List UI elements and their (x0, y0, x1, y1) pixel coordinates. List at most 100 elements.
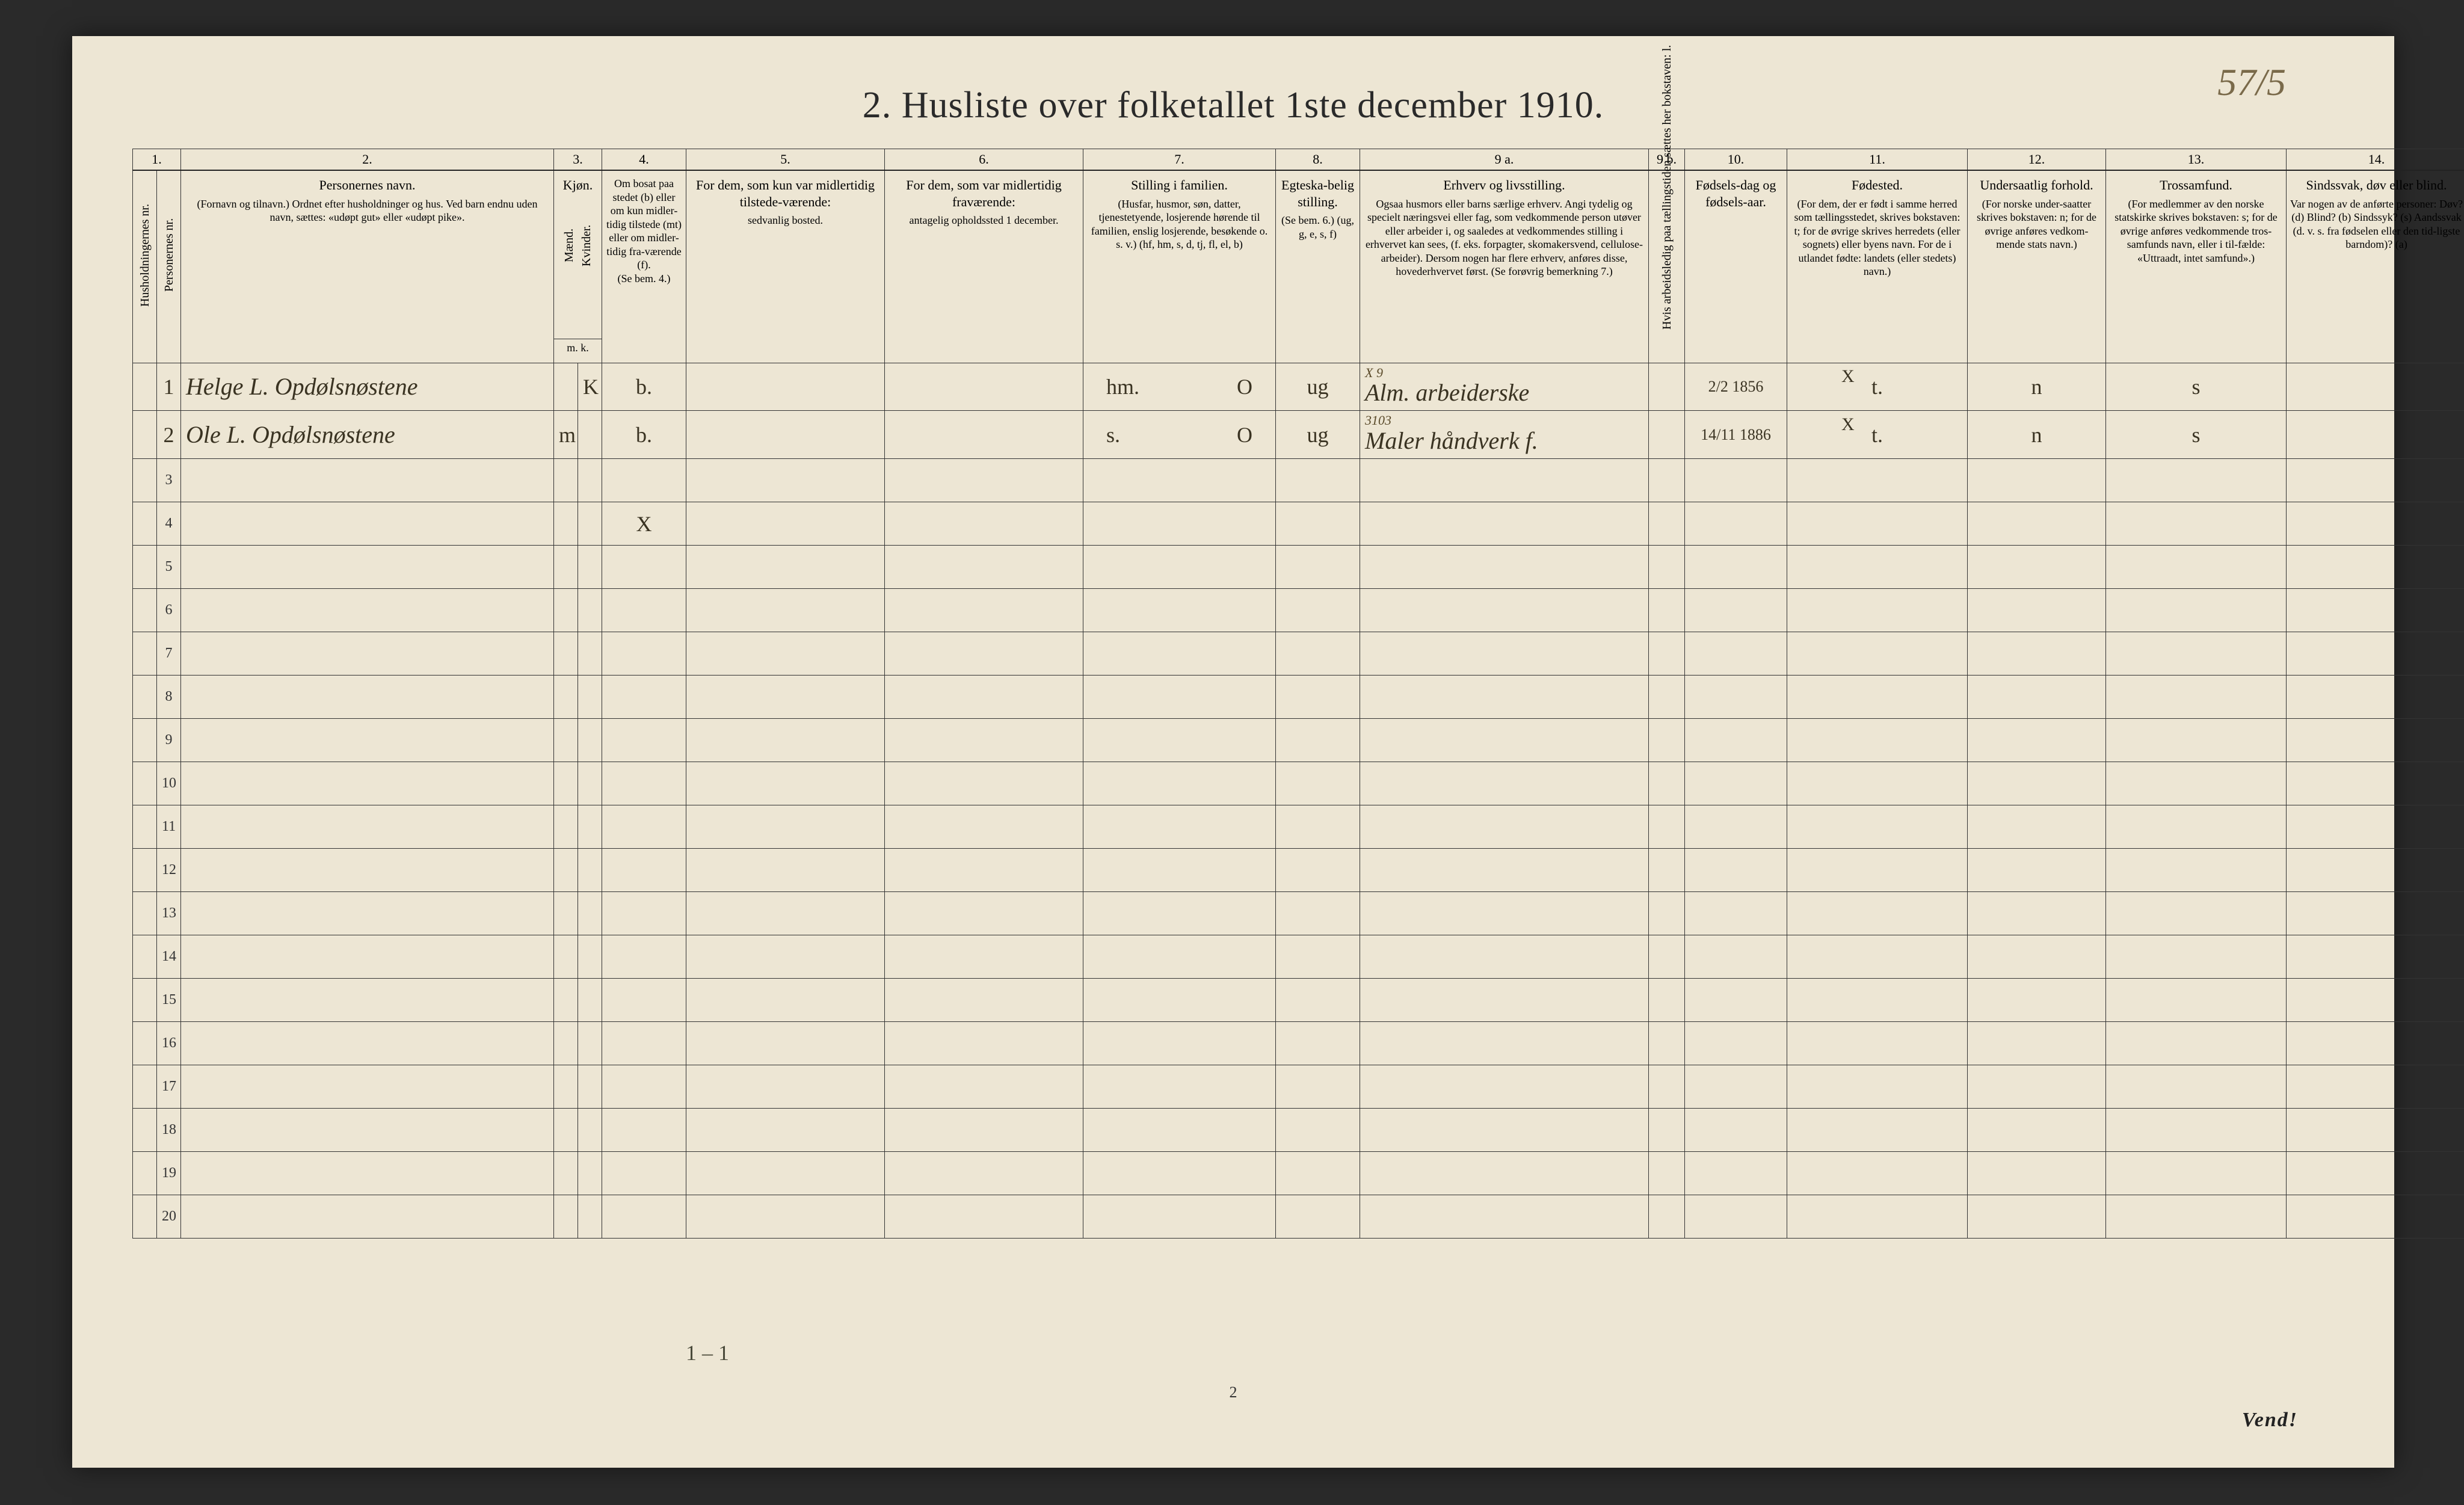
cell-blank (2287, 849, 2464, 892)
cell-blank (1083, 1109, 1276, 1152)
cell-blank (686, 849, 885, 892)
cell-blank (1968, 632, 2106, 676)
cell-blank (885, 1109, 1083, 1152)
cell-blank (2287, 805, 2464, 849)
cell-blank: 10 (157, 762, 181, 805)
cell-blank (686, 1022, 885, 1065)
cell-blank (133, 1152, 157, 1195)
hdr-fodselsdag: Fødsels-dag og fødsels-aar. (1685, 170, 1787, 363)
cell-blank (1360, 459, 1649, 502)
cell-blank (1685, 762, 1787, 805)
cell-blank (1276, 459, 1360, 502)
cell-blank (1787, 762, 1968, 805)
cell-m: m (554, 411, 578, 459)
cell-blank (1968, 805, 2106, 849)
cell-blank (1083, 546, 1276, 589)
cell-blank (181, 805, 554, 849)
cell-name: Helge L. Opdølsnøstene (181, 363, 554, 411)
colnum: 3. (554, 149, 602, 171)
cell-blank (1787, 632, 1968, 676)
cell-blank (181, 546, 554, 589)
cell-blank (2106, 1022, 2287, 1065)
cell-blank (1276, 935, 1360, 979)
cell-blank (1787, 1065, 1968, 1109)
cell-blank (1083, 935, 1276, 979)
cell-blank (2106, 589, 2287, 632)
cell-blank (578, 762, 602, 805)
cell-blank (1787, 979, 1968, 1022)
cell-k: K (578, 363, 602, 411)
cell-blank (1649, 546, 1685, 589)
cell-blank (1276, 632, 1360, 676)
cell-blank (1787, 546, 1968, 589)
cell-blank (1649, 719, 1685, 762)
cell-blank (1649, 762, 1685, 805)
cell-blank (1968, 676, 2106, 719)
cell-blank (1685, 1195, 1787, 1239)
cell-blank (885, 979, 1083, 1022)
cell-blank (1968, 459, 2106, 502)
cell-blank (1276, 719, 1360, 762)
cell-blank (1083, 676, 1276, 719)
cell-blank (1649, 632, 1685, 676)
table-row: 6 (133, 589, 2464, 632)
cell-blank (1276, 805, 1360, 849)
cell-m (554, 363, 578, 411)
cell-blank (2287, 1152, 2464, 1195)
cell-blank (1685, 502, 1787, 546)
cell-blank (1649, 1022, 1685, 1065)
cell-blank (554, 459, 578, 502)
hdr-bosat: Om bosat paa stedet (b) eller om kun mid… (602, 170, 686, 363)
cell-blank (133, 1109, 157, 1152)
cell-blank (578, 1065, 602, 1109)
cell-blank: 19 (157, 1152, 181, 1195)
footer-vend: Vend! (2242, 1409, 2298, 1432)
cell-blank (1787, 1195, 1968, 1239)
cell-blank (1787, 1109, 1968, 1152)
cell-blank (885, 1065, 1083, 1109)
table-row: 13 (133, 892, 2464, 935)
cell-blank (1276, 546, 1360, 589)
hdr-mk: m. k. (554, 339, 602, 363)
cell-k (578, 411, 602, 459)
hdr-arbeidsledig: Hvis arbeidsledig paa tællingstiden sætt… (1649, 170, 1685, 363)
cell-blank (1083, 632, 1276, 676)
cell-blank (1083, 892, 1276, 935)
cell-blank (133, 1065, 157, 1109)
cell-blank (1968, 762, 2106, 805)
cell-blank (1787, 1022, 1968, 1065)
table-row: 10 (133, 762, 2464, 805)
colnum: 10. (1685, 149, 1787, 171)
cell-blank (602, 589, 686, 632)
cell-hnr (133, 411, 157, 459)
cell-blank (1083, 1195, 1276, 1239)
cell-blank (2287, 1195, 2464, 1239)
cell-blank (181, 502, 554, 546)
hdr-undersaatlig: Undersaatlig forhold. (For norske under-… (1968, 170, 2106, 363)
table-row: 12 (133, 849, 2464, 892)
cell-blank (1360, 805, 1649, 849)
cell-blank (133, 719, 157, 762)
cell-blank (578, 502, 602, 546)
cell-stilling: s.O (1083, 411, 1276, 459)
cell-blank (1685, 676, 1787, 719)
column-header-row: Husholdningernes nr. Personernes nr. Per… (133, 170, 2464, 339)
cell-blank (2287, 459, 2464, 502)
cell-blank (602, 849, 686, 892)
hdr-fodested: Fødested. (For dem, der er født i samme … (1787, 170, 1968, 363)
cell-blank: X (602, 502, 686, 546)
cell-blank (2287, 1109, 2464, 1152)
cell-blank (686, 979, 885, 1022)
cell-blank (554, 1109, 578, 1152)
cell-blank (1649, 589, 1685, 632)
cell-blank (578, 1195, 602, 1239)
cell-blank (1685, 1109, 1787, 1152)
cell-blank (2287, 502, 2464, 546)
cell-sind (2287, 363, 2464, 411)
cell-egte: ug (1276, 411, 1360, 459)
cell-blank (1649, 676, 1685, 719)
cell-blank (686, 589, 885, 632)
cell-blank (181, 1065, 554, 1109)
cell-arb (1649, 363, 1685, 411)
cell-blank (1685, 935, 1787, 979)
